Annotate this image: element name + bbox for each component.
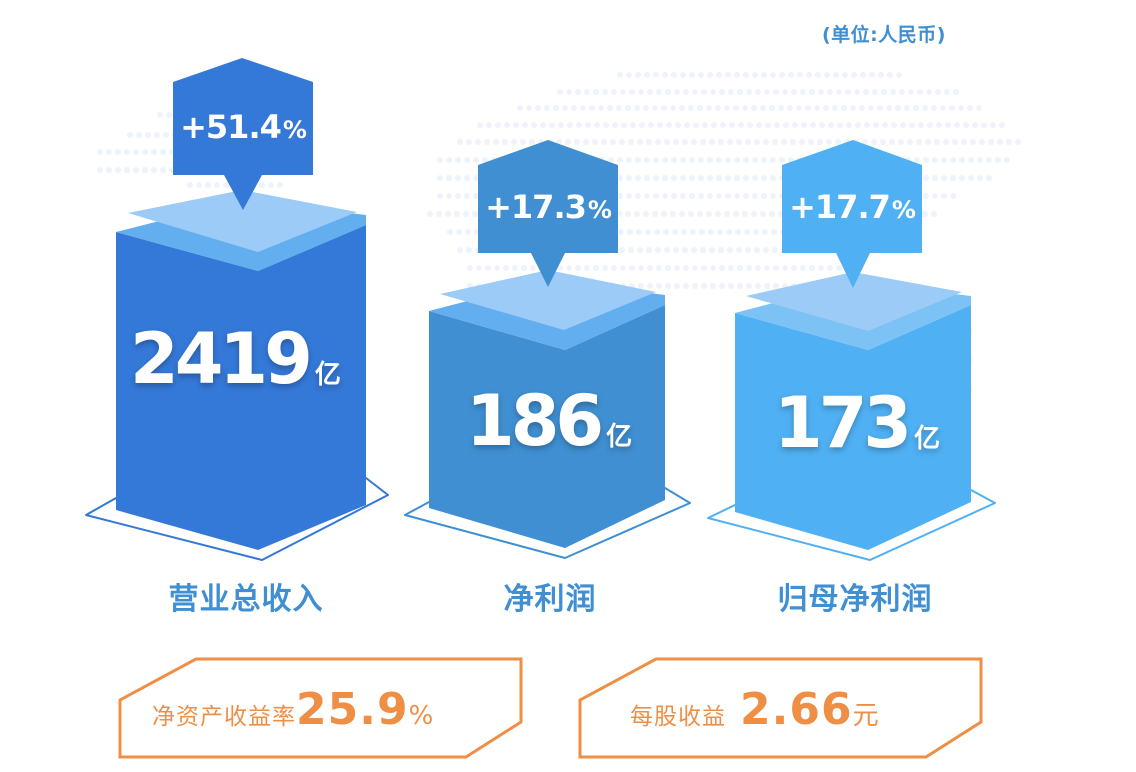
percent-symbol: % xyxy=(587,196,612,224)
bar-revenue xyxy=(85,58,389,561)
value-number: 173 xyxy=(774,382,912,464)
value-unit: 亿 xyxy=(314,360,341,390)
bar-top-slab xyxy=(746,272,962,331)
percent-symbol: % xyxy=(891,196,916,224)
growth-net-profit: +17.3% xyxy=(478,188,618,226)
bar-front-right xyxy=(868,305,971,550)
bar-parent-net-profit xyxy=(707,140,996,561)
growth-tag xyxy=(173,58,313,210)
metric-box-roe xyxy=(118,657,523,759)
value-unit: 亿 xyxy=(914,424,941,454)
metric-box-eps xyxy=(578,657,983,759)
value-unit: 亿 xyxy=(606,422,633,452)
bar-front-left xyxy=(735,313,868,550)
growth-parent-net-profit: +17.7% xyxy=(782,188,922,226)
growth-tag xyxy=(782,140,922,288)
percent-symbol: % xyxy=(282,116,307,144)
bar-front-left xyxy=(429,311,565,548)
metric-value: 25.9 xyxy=(296,684,409,735)
value-revenue: 2419 亿 xyxy=(130,318,341,400)
metric-label: 净资产收益率 xyxy=(152,704,296,730)
growth-tag xyxy=(478,140,618,287)
bar-front-right xyxy=(565,305,665,548)
growth-value: +51.4 xyxy=(180,108,282,146)
category-label-parent-net-profit: 归母净利润 xyxy=(777,582,933,617)
category-label-revenue: 营业总收入 xyxy=(168,582,324,617)
bar-front-left xyxy=(116,232,258,550)
bar-top-slab xyxy=(440,270,656,330)
growth-value: +17.3 xyxy=(485,188,587,226)
metric-eps: 每股收益 2.66元 xyxy=(630,684,879,735)
metric-suffix: % xyxy=(408,701,434,731)
value-number: 2419 xyxy=(130,318,313,400)
metric-label: 每股收益 xyxy=(630,704,726,730)
value-number: 186 xyxy=(466,380,604,462)
bar-net-profit xyxy=(404,140,691,559)
value-net-profit: 186 亿 xyxy=(466,380,632,462)
bar-front-right xyxy=(258,225,366,550)
growth-value: +17.7 xyxy=(789,188,891,226)
metric-roe: 净资产收益率25.9% xyxy=(152,684,433,735)
value-parent-net-profit: 173 亿 xyxy=(774,382,940,464)
category-label-net-profit: 净利润 xyxy=(503,582,597,617)
unit-note: (单位:人民币) xyxy=(822,24,946,46)
metric-value: 2.66 xyxy=(740,684,853,735)
bar-top-slab xyxy=(128,190,357,252)
metric-suffix: 元 xyxy=(852,701,879,731)
growth-revenue: +51.4% xyxy=(173,108,313,146)
